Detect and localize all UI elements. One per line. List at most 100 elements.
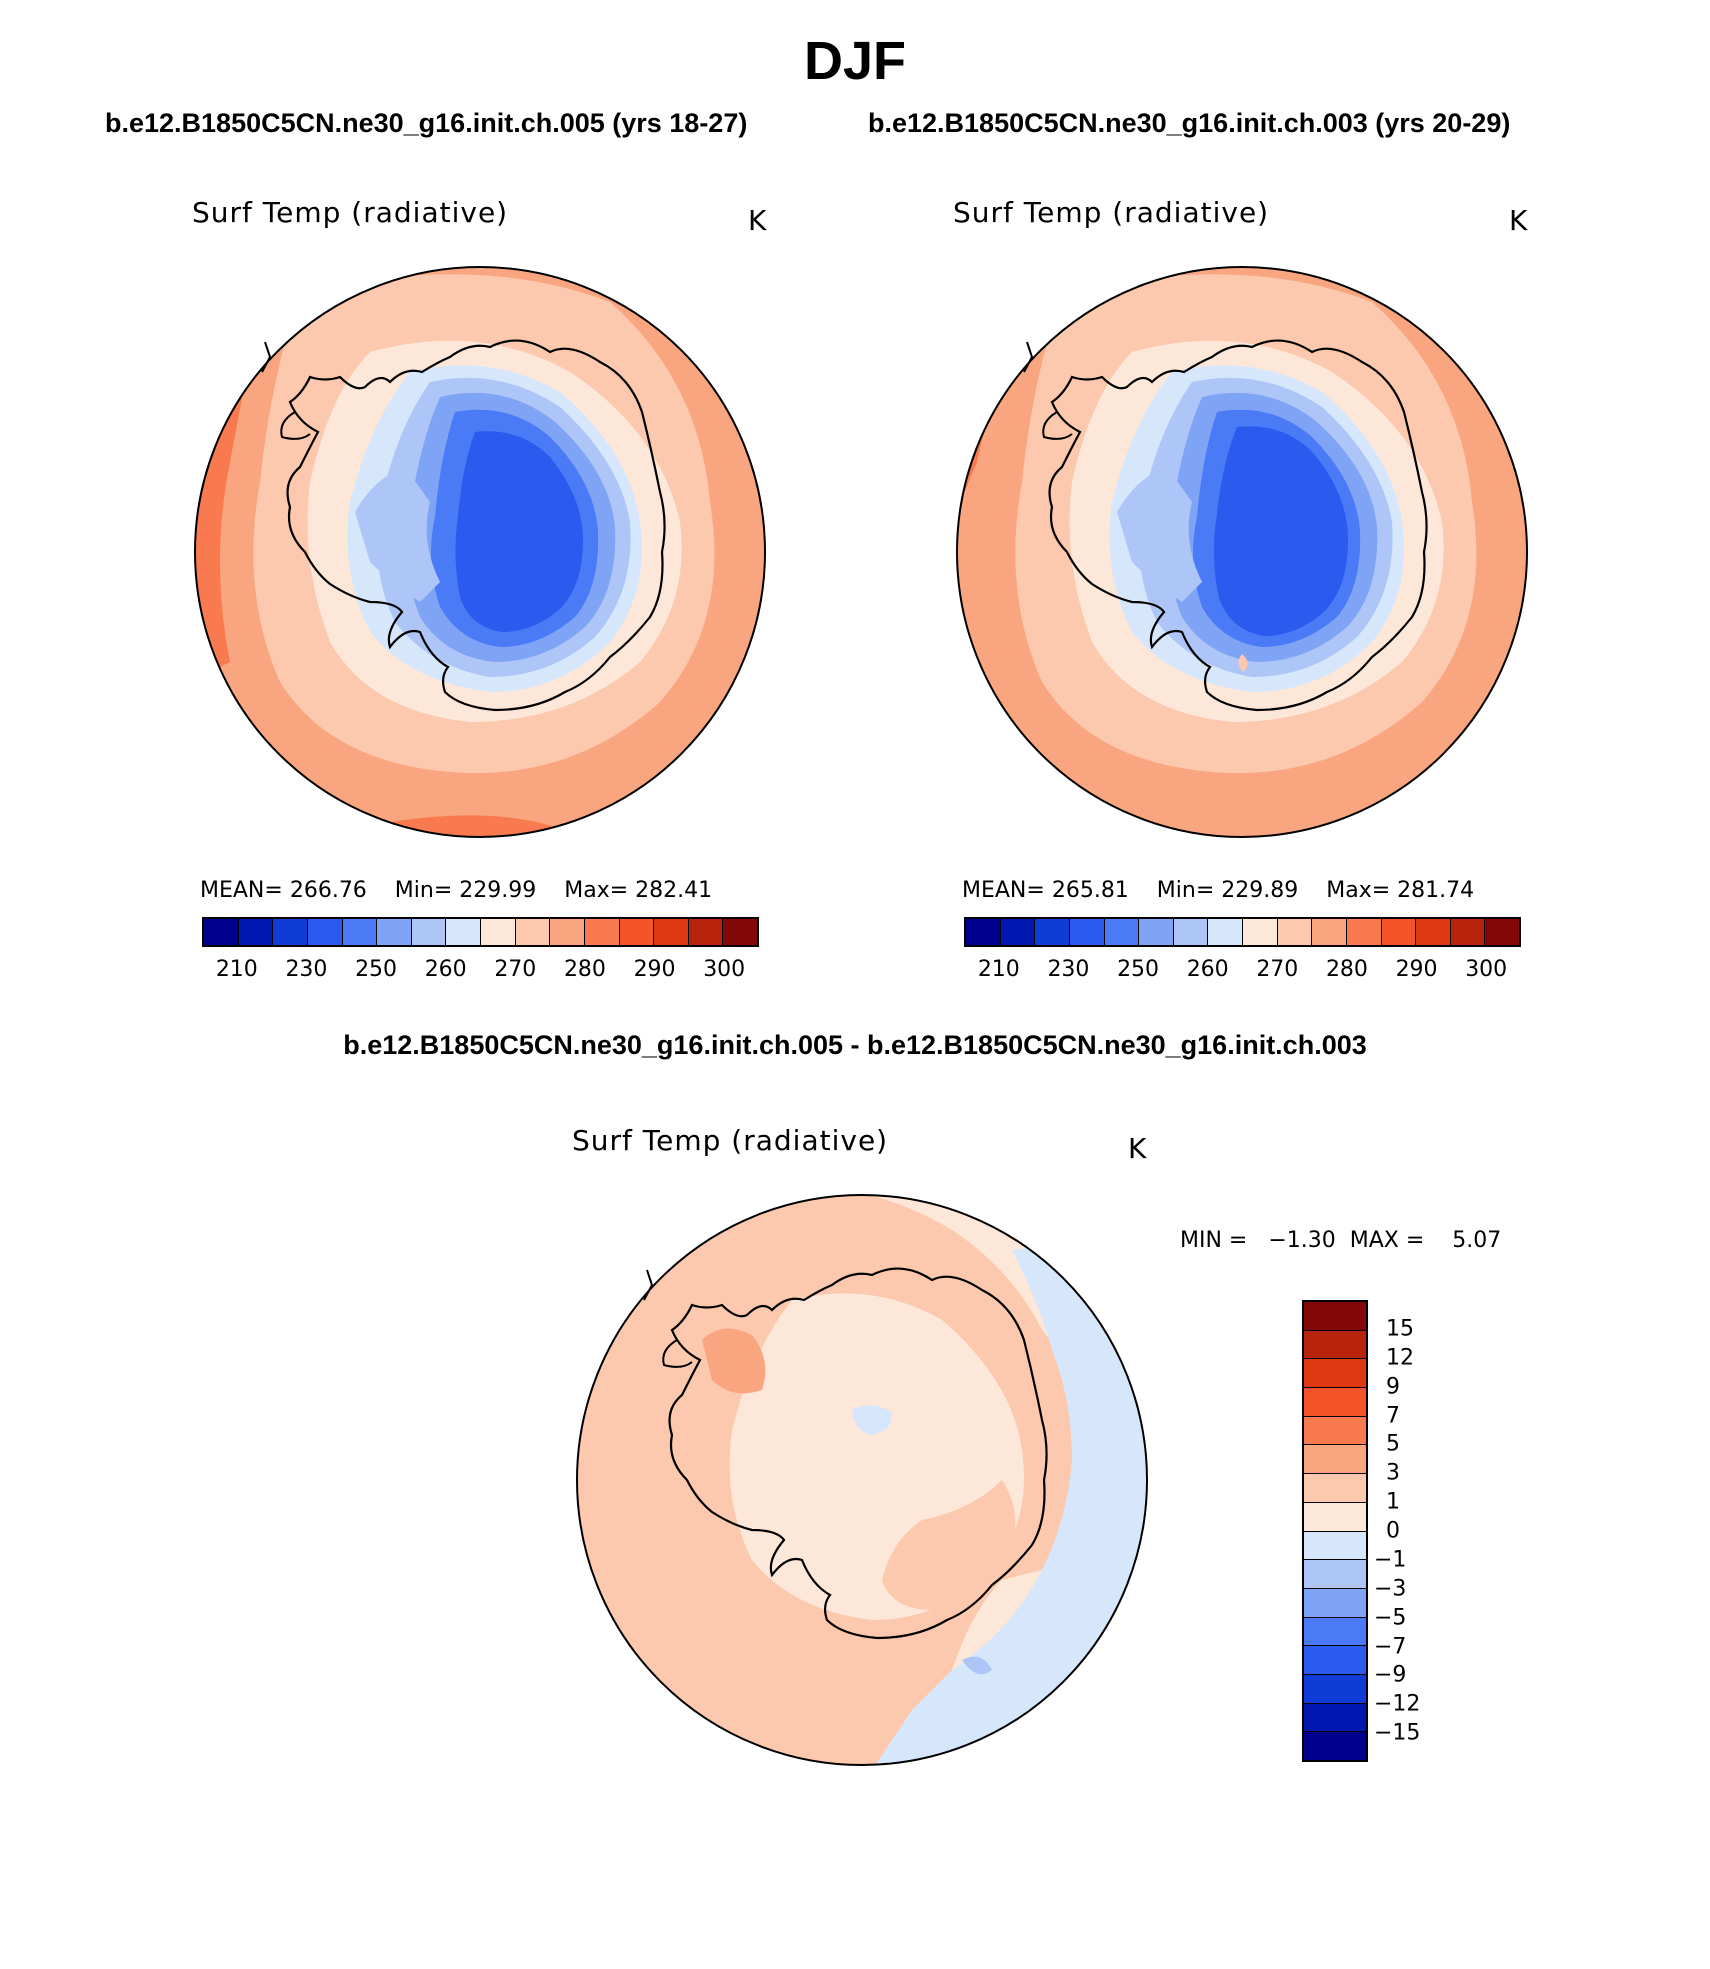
right-map-border — [956, 266, 1528, 838]
colorbar-swatch — [1416, 919, 1451, 945]
colorbar-tick-label: 260 — [1186, 957, 1229, 982]
right-antarctica-coastline — [1048, 339, 1428, 712]
diff-case-title: b.e12.B1850C5CN.ne30_g16.init.ch.005 - b… — [343, 1030, 1367, 1060]
colorbar-swatch — [1104, 919, 1140, 945]
colorbar-swatch — [481, 919, 516, 945]
right-stats: MEAN= 265.81 Min= 229.89 Max= 281.74 — [962, 878, 1475, 903]
colorbar-tick-label: 210 — [977, 957, 1020, 982]
colorbar-tick-label: 230 — [285, 957, 328, 982]
colorbar-swatch — [1304, 1646, 1366, 1675]
colorbar-swatch — [238, 919, 274, 945]
colorbar-tick-label: 1 — [1386, 1489, 1400, 1515]
colorbar-swatch — [1304, 1502, 1366, 1532]
right-ross-shelf — [1117, 467, 1202, 602]
colorbar-swatch — [1035, 919, 1070, 945]
colorbar-swatch — [1304, 1732, 1366, 1760]
colorbar-swatch — [1304, 1617, 1366, 1647]
colorbar-swatch — [1304, 1560, 1366, 1589]
colorbar-swatch — [307, 919, 343, 945]
colorbar-swatch — [204, 919, 239, 945]
colorbar-tick-label: 280 — [1325, 957, 1368, 982]
colorbar-tick-label: −12 — [1374, 1691, 1421, 1717]
left-detail — [480, 294, 610, 327]
colorbar-swatch — [1173, 919, 1209, 945]
left-plateau-4 — [455, 431, 584, 632]
colorbar-swatch — [1485, 919, 1519, 945]
colorbar-swatch — [1346, 919, 1382, 945]
diff-peninsula-warm — [702, 1328, 766, 1394]
left-antarctica-coastline — [286, 339, 666, 712]
right-detail — [1238, 654, 1248, 672]
colorbar-tick-label: 0 — [1386, 1518, 1400, 1544]
colorbar-tick-label: 300 — [703, 957, 746, 982]
colorbar-swatch — [723, 919, 757, 945]
colorbar-swatch — [342, 919, 378, 945]
left-variable-label: Surf Temp (radiative) — [192, 196, 509, 229]
diff-cool-band-east — [872, 1230, 1147, 1765]
diff-colorbar — [1302, 1300, 1368, 1762]
colorbar-tick-label: −3 — [1374, 1576, 1407, 1602]
colorbar-swatch — [377, 919, 412, 945]
right-plateau-4 — [1213, 426, 1349, 636]
colorbar-tick-label: −1 — [1374, 1547, 1407, 1573]
colorbar-swatch — [1381, 919, 1417, 945]
colorbar-swatch — [273, 919, 308, 945]
colorbar-swatch — [584, 919, 620, 945]
colorbar-swatch — [1304, 1703, 1366, 1733]
right-colorbar — [964, 917, 1521, 947]
colorbar-swatch — [1069, 919, 1105, 945]
colorbar-tick-label: 9 — [1386, 1374, 1400, 1400]
colorbar-swatch — [515, 919, 551, 945]
colorbar-tick-label: −9 — [1374, 1662, 1407, 1688]
diff-east-warm-patch — [882, 1480, 1016, 1610]
left-colorbar — [202, 917, 759, 947]
colorbar-tick-label: 210 — [215, 957, 258, 982]
colorbar-swatch — [688, 919, 724, 945]
diff-peninsula-coast — [662, 1339, 693, 1368]
colorbar-tick-label: 3 — [1386, 1460, 1400, 1486]
colorbar-swatch — [1304, 1588, 1366, 1618]
diff-neutral-patch — [952, 1570, 1042, 1670]
colorbar-swatch — [1139, 919, 1174, 945]
diff-interior-cool — [852, 1405, 893, 1435]
colorbar-swatch — [1304, 1445, 1366, 1475]
colorbar-tick-label: 260 — [424, 957, 467, 982]
left-units-label: K — [748, 204, 767, 237]
left-peninsula-coast — [280, 411, 311, 440]
colorbar-swatch — [1304, 1330, 1366, 1360]
colorbar-swatch — [1304, 1531, 1366, 1561]
colorbar-swatch — [654, 919, 689, 945]
diff-map-border — [576, 1194, 1148, 1766]
colorbar-tick-label: −7 — [1374, 1634, 1407, 1659]
colorbar-tick-label: 300 — [1465, 957, 1508, 982]
colorbar-swatch — [966, 919, 1001, 945]
colorbar-swatch — [446, 919, 481, 945]
colorbar-tick-label: −5 — [1374, 1605, 1407, 1631]
colorbar-swatch — [411, 919, 447, 945]
colorbar-tick-label: −15 — [1374, 1720, 1421, 1746]
colorbar-swatch — [1304, 1388, 1366, 1417]
left-peninsula-tip — [261, 341, 272, 373]
colorbar-swatch — [550, 919, 585, 945]
diff-cool-patch — [962, 1656, 992, 1675]
right-units-label: K — [1509, 204, 1528, 237]
diff-stats: MIN = −1.30 MAX = 5.07 — [1180, 1228, 1502, 1253]
colorbar-tick-label: 5 — [1386, 1431, 1400, 1457]
page-title: DJF — [803, 31, 906, 91]
colorbar-swatch — [619, 919, 655, 945]
left-map-border — [194, 266, 766, 838]
colorbar-swatch — [1304, 1416, 1366, 1446]
colorbar-tick-label: 15 — [1386, 1316, 1414, 1342]
left-colorbar-ticks: 210 230 250 260 270 280 290 300 — [202, 957, 759, 987]
colorbar-tick-label: 290 — [1395, 957, 1438, 982]
colorbar-swatch — [1304, 1359, 1366, 1389]
diff-units-label: K — [1128, 1132, 1147, 1165]
colorbar-swatch — [1208, 919, 1243, 945]
left-stats: MEAN= 266.76 Min= 229.99 Max= 282.41 — [200, 878, 713, 903]
left-case-title: b.e12.B1850C5CN.ne30_g16.init.ch.005 (yr… — [105, 108, 748, 138]
colorbar-tick-label: 250 — [355, 957, 398, 982]
left-ross-shelf — [355, 467, 440, 602]
colorbar-tick-label: 270 — [1256, 957, 1299, 982]
colorbar-tick-label: 12 — [1386, 1345, 1414, 1371]
colorbar-tick-label: 230 — [1047, 957, 1090, 982]
